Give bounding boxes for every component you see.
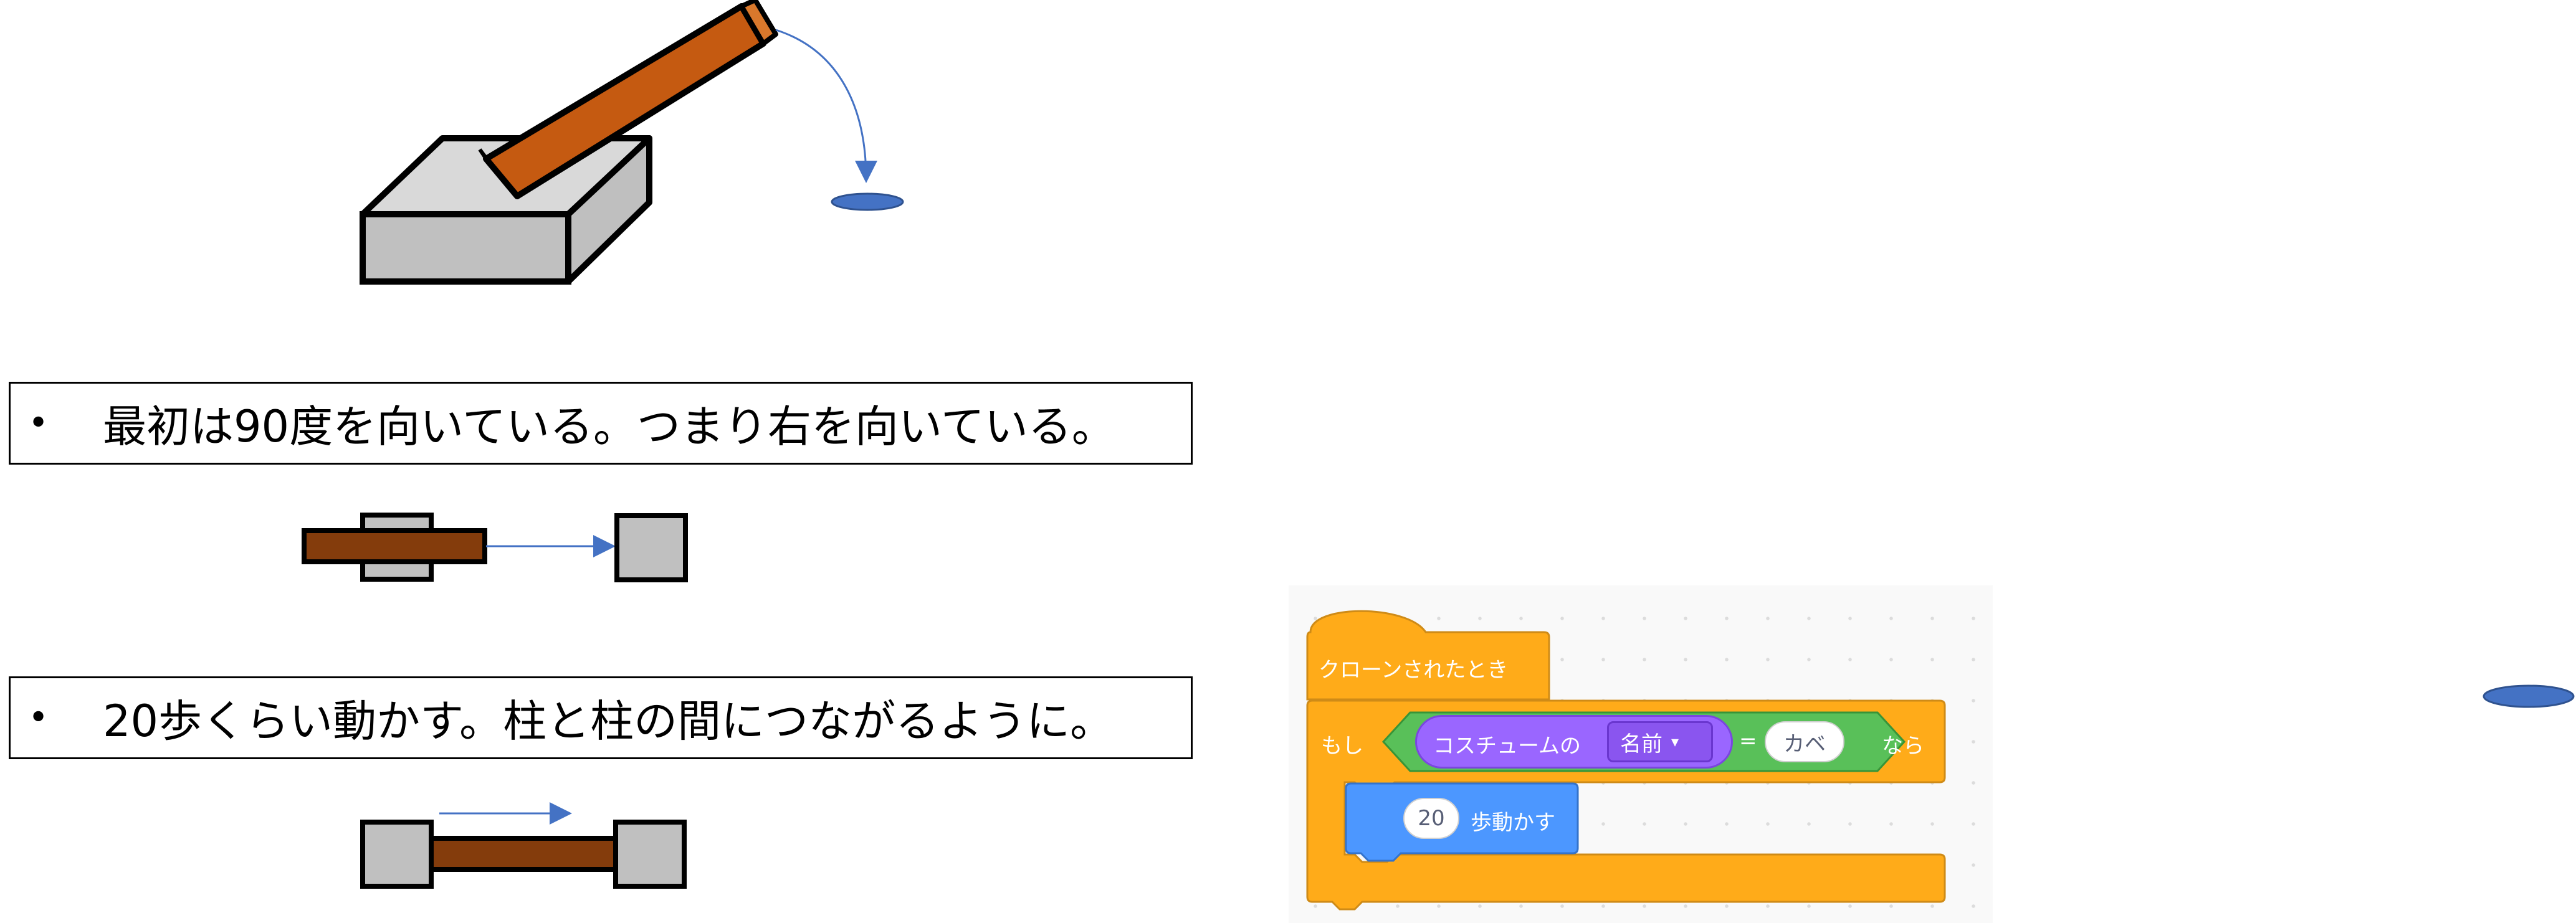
target-marker xyxy=(831,192,904,211)
compare-value-input[interactable]: カベ xyxy=(1765,721,1844,762)
diagram-connecting-pillars xyxy=(360,802,687,889)
hat-block-label: クローンされたとき xyxy=(1319,658,1509,683)
hat-block[interactable] xyxy=(1306,610,1550,701)
move-steps-label: 歩動かす xyxy=(1471,810,1555,835)
rotation-arrow xyxy=(775,29,877,183)
steps-input[interactable]: 20 xyxy=(1403,798,1459,839)
caption-box-1: • 最初は90度を向いている。つまり右を向いている。 xyxy=(9,382,1193,465)
equals-sign: = xyxy=(1739,729,1757,754)
beam-icon xyxy=(478,0,778,199)
bullet: • xyxy=(28,403,49,443)
caption-text: 最初は90度を向いている。つまり右を向いている。 xyxy=(103,401,1115,452)
chevron-down-icon: ▾ xyxy=(1671,733,1679,750)
move-steps-block[interactable] xyxy=(1345,782,1579,862)
caption-text: 20歩くらい動かす。柱と柱の間につながるように。 xyxy=(103,696,1114,747)
then-label: なら xyxy=(1882,734,1924,759)
bullet: • xyxy=(28,698,49,738)
caption-box-2: • 20歩くらい動かす。柱と柱の間につながるように。 xyxy=(9,676,1193,759)
if-label: もし xyxy=(1321,734,1363,759)
dropdown-value: 名前 xyxy=(1620,731,1662,757)
scratch-code-area[interactable]: クローンされたとき もし コスチュームの 名前 ▾ = カベ なら 20 歩動か… xyxy=(1289,585,1993,923)
diagram-facing-right xyxy=(302,513,688,582)
costume-property-dropdown[interactable]: 名前 ▾ xyxy=(1607,721,1713,762)
costume-label: コスチュームの xyxy=(1433,734,1581,759)
target-marker-right xyxy=(2483,684,2575,708)
